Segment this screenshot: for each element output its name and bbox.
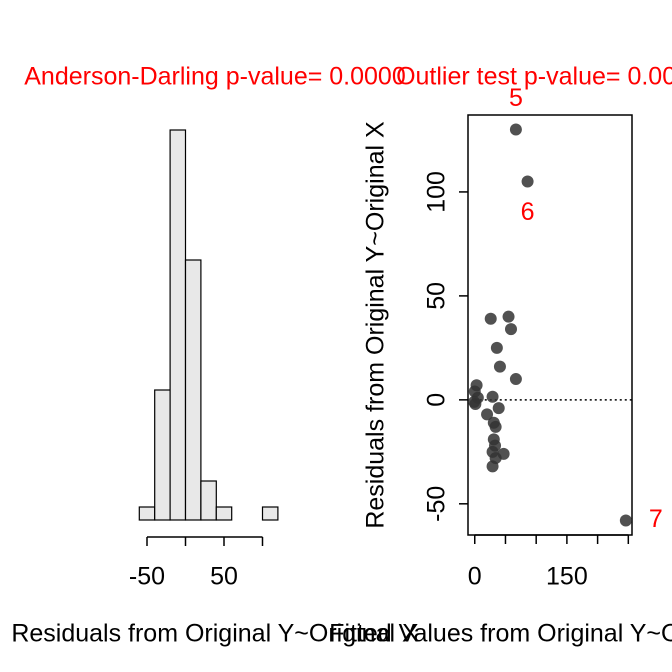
point [489,439,502,452]
hist-bar [184,259,202,521]
hist-title: Anderson-Darling p-value= 0.0000 [24,63,406,91]
hist-x-label: Residuals from Original Y~Original X [11,620,419,648]
point-label: 5 [509,84,523,112]
point [509,373,522,386]
point-label: 6 [521,198,535,226]
point [486,390,499,403]
scatter-title: Outlier test p-value= 0.0000 [396,63,672,91]
y-tick-label: -50 [423,486,451,522]
point [484,312,497,325]
hist-bar [215,506,233,521]
point [468,395,481,408]
point [502,310,515,323]
hist-bar [169,129,187,521]
point [504,323,517,336]
point-label: 7 [649,505,663,533]
y-tick-label: 0 [423,393,451,407]
x-tick-label: 150 [546,563,588,591]
hist-bar [261,506,279,521]
point [521,175,534,188]
point [493,360,506,373]
point [492,402,505,415]
x-tick-label: -50 [129,563,165,591]
x-tick-label: 50 [210,563,238,591]
point [490,341,503,354]
point [619,514,632,527]
y-tick-label: 50 [423,282,451,310]
scatter-x-label: Fitted Values from Original Y~Original X [329,620,672,648]
point [509,123,522,136]
hist-bar [200,480,217,521]
hist-bar [154,389,171,521]
y-tick-label: 100 [423,171,451,213]
hist-bar [138,506,156,521]
x-tick-label: 0 [468,563,482,591]
point [489,420,502,433]
point [486,460,499,473]
point [481,408,494,421]
scatter-y-label: Residuals from Original Y~Original X [362,121,390,529]
